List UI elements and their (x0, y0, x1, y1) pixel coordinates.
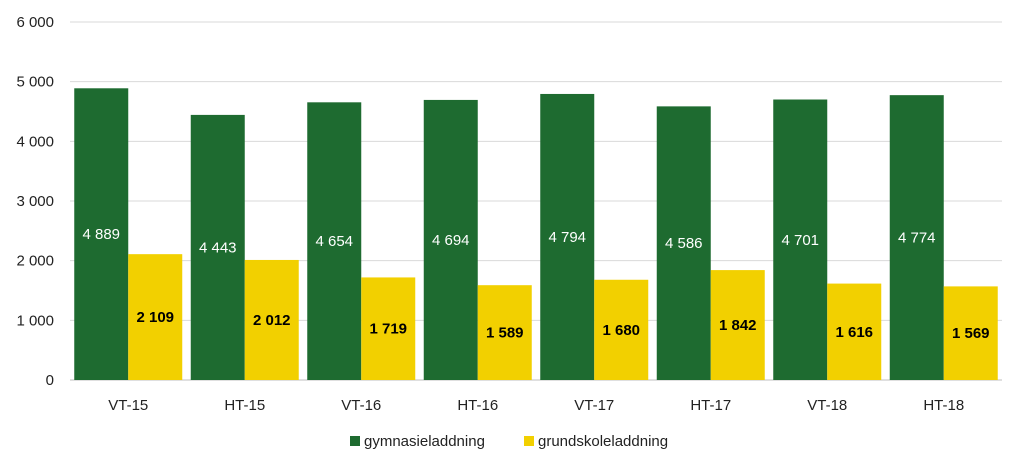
data-label-grundskoleladdning-VT-16: 1 719 (369, 321, 407, 338)
data-label-grundskoleladdning-VT-15: 2 109 (136, 309, 174, 326)
bar-gymnasieladdning-VT-15 (74, 88, 129, 380)
legend: gymnasieladdning grundskoleladdning (350, 433, 668, 450)
bar-gymnasieladdning-HT-15 (190, 114, 245, 380)
data-label-gymnasieladdning-HT-17: 4 586 (665, 235, 703, 252)
x-category-label: HT-15 (224, 397, 265, 414)
legend-swatch-grundskoleladdning (524, 436, 534, 446)
y-tick-label: 1 000 (16, 312, 54, 329)
y-axis-ticks: 0 1 000 2 000 3 000 4 000 5 000 6 000 (16, 14, 54, 389)
x-category-label: VT-15 (108, 397, 148, 414)
bar-grundskoleladdning-VT-17 (594, 279, 649, 380)
x-category-label: VT-18 (807, 397, 847, 414)
bar-gymnasieladdning-VT-16 (307, 102, 362, 380)
data-label-grundskoleladdning-VT-17: 1 680 (602, 322, 640, 339)
data-label-gymnasieladdning-VT-15: 4 889 (82, 226, 120, 243)
bar-grundskoleladdning-VT-15 (128, 254, 183, 380)
bar-gymnasieladdning-VT-18 (773, 99, 828, 380)
bars (74, 88, 998, 381)
bar-gymnasieladdning-HT-16 (423, 99, 478, 380)
x-category-label: VT-17 (574, 397, 614, 414)
x-category-label: HT-17 (690, 397, 731, 414)
x-category-label: HT-18 (923, 397, 964, 414)
y-tick-label: 2 000 (16, 253, 54, 270)
data-labels: 4 889 2 109 4 443 2 012 4 654 1 719 4 694 1 589… (82, 226, 989, 342)
data-label-gymnasieladdning-HT-15: 4 443 (199, 239, 237, 256)
bar-grundskoleladdning-VT-16 (361, 277, 416, 380)
x-category-label: HT-16 (457, 397, 498, 414)
data-label-grundskoleladdning-HT-17: 1 842 (719, 317, 757, 334)
bar-grundskoleladdning-HT-15 (244, 259, 299, 380)
data-label-grundskoleladdning-VT-18: 1 616 (835, 324, 873, 341)
data-label-gymnasieladdning-VT-18: 4 701 (781, 232, 819, 249)
bar-grundskoleladdning-HT-18 (943, 286, 998, 380)
legend-label-gymnasieladdning: gymnasieladdning (364, 433, 485, 450)
bar-grundskoleladdning-HT-16 (477, 285, 532, 380)
y-tick-label: 4 000 (16, 133, 54, 150)
y-tick-label: 6 000 (16, 14, 54, 31)
y-tick-label: 0 (46, 372, 54, 389)
bar-gymnasieladdning-HT-18 (889, 95, 944, 380)
data-label-grundskoleladdning-HT-16: 1 589 (486, 325, 524, 342)
bar-grundskoleladdning-HT-17 (710, 270, 765, 380)
x-axis-categories: VT-15 HT-15 VT-16 HT-16 VT-17 HT-17 VT-18 HT-18 (108, 397, 964, 414)
data-label-grundskoleladdning-HT-18: 1 569 (952, 325, 990, 342)
bar-gymnasieladdning-HT-17 (656, 106, 711, 381)
data-label-gymnasieladdning-HT-16: 4 694 (432, 232, 470, 249)
data-label-gymnasieladdning-VT-16: 4 654 (315, 233, 353, 250)
data-label-gymnasieladdning-VT-17: 4 794 (548, 229, 586, 246)
x-category-label: VT-16 (341, 397, 381, 414)
y-tick-label: 3 000 (16, 193, 54, 210)
legend-label-grundskoleladdning: grundskoleladdning (538, 433, 668, 450)
bar-grundskoleladdning-VT-18 (827, 283, 882, 380)
data-label-grundskoleladdning-HT-15: 2 012 (253, 312, 291, 329)
bar-gymnasieladdning-VT-17 (540, 93, 595, 380)
data-label-gymnasieladdning-HT-18: 4 774 (898, 230, 936, 247)
y-tick-label: 5 000 (16, 74, 54, 91)
legend-swatch-gymnasieladdning (350, 436, 360, 446)
